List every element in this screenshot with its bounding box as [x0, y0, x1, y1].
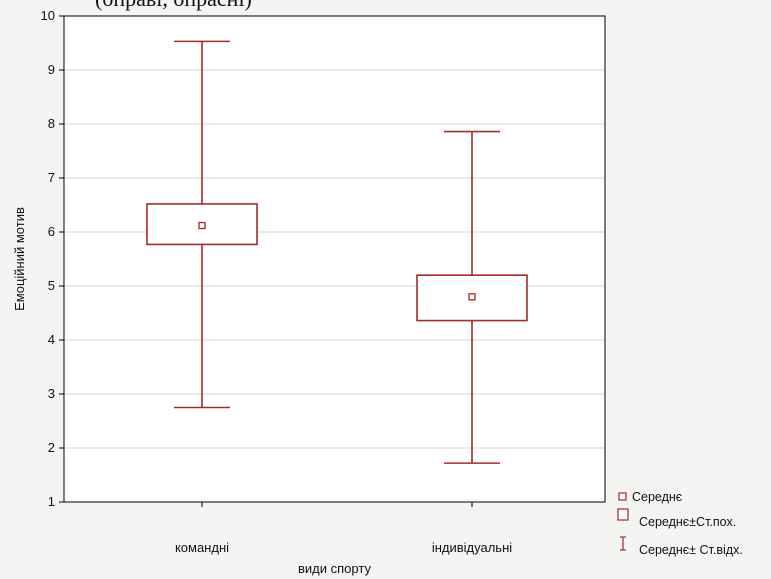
- plot-frame: [63, 15, 606, 503]
- legend-mean-symbol: [618, 492, 627, 501]
- legend-whisker-symbol: [620, 536, 626, 551]
- legend-label: Середнє± Ст.відх.: [639, 543, 743, 557]
- series-boxes: [146, 40, 528, 464]
- y-tick-label: 9: [48, 62, 55, 77]
- y-tick-label: 1: [48, 494, 55, 509]
- y-tick-label: 3: [48, 386, 55, 401]
- y-tick-label: 8: [48, 116, 55, 131]
- legend-item: Середнє±Ст.пох.: [617, 508, 736, 529]
- plot-area: [64, 16, 605, 502]
- x-axis: командні індивідуальні: [175, 502, 512, 555]
- x-tick-label: індивідуальні: [432, 540, 512, 555]
- legend-box-symbol: [617, 508, 629, 521]
- y-tick-label: 5: [48, 278, 55, 293]
- y-axis: 1 2 3 4 5 6 7 8 9 10: [41, 8, 64, 509]
- mean-marker: [468, 293, 476, 301]
- box-series-1: [146, 40, 258, 409]
- legend-item: Середнє: [618, 490, 683, 504]
- legend-label: Середнє±Ст.пох.: [639, 515, 736, 529]
- y-tick-label: 10: [41, 8, 55, 23]
- y-tick-label: 6: [48, 224, 55, 239]
- y-tick-label: 7: [48, 170, 55, 185]
- top-cropped-caption: (оправі, опрасні): [95, 0, 252, 11]
- box-series-2: [416, 130, 528, 464]
- y-tick-label: 2: [48, 440, 55, 455]
- legend: Середнє Середнє±Ст.пох. Середнє± Ст.відх.: [617, 490, 743, 557]
- x-axis-title: види спорту: [298, 561, 371, 576]
- legend-item: Середнє± Ст.відх.: [620, 536, 743, 557]
- y-axis-title: Емоційний мотив: [12, 207, 27, 311]
- x-tick-label: командні: [175, 540, 229, 555]
- legend-label: Середнє: [632, 490, 683, 504]
- y-tick-label: 4: [48, 332, 55, 347]
- mean-marker: [198, 221, 206, 230]
